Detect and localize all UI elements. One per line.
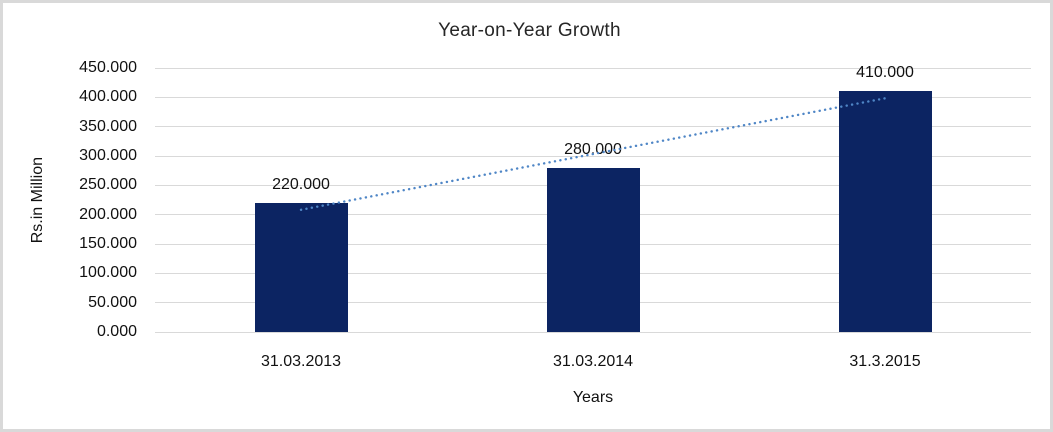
gridline	[155, 67, 1031, 69]
trendline	[299, 97, 887, 211]
y-tick-label: 100.000	[79, 264, 137, 282]
y-axis-title: Rs.in Million	[27, 68, 49, 332]
gridline	[155, 126, 1031, 128]
x-tick-label: 31.3.2015	[849, 353, 921, 370]
y-tick-label: 300.000	[79, 147, 137, 164]
data-label: 410.000	[856, 64, 914, 82]
plot-area: 220.000 280.000 410.000	[155, 64, 1031, 333]
y-tick-label: 350.000	[79, 117, 137, 135]
gridline	[155, 96, 1031, 98]
x-tick-label: 31.03.2014	[552, 353, 634, 370]
y-tick-label: 250.000	[79, 176, 137, 194]
y-tick-label: 50.000	[88, 293, 137, 311]
chart-title: Year-on-Year Growth	[438, 20, 621, 41]
data-label: 220.000	[272, 175, 330, 193]
bar-31.03.2014	[546, 167, 640, 332]
bar-31.03.2013	[254, 202, 348, 332]
y-tick-label: 200.000	[79, 205, 137, 223]
y-axis-title-text: Rs.in Million	[29, 156, 46, 244]
bar-31.3.2015	[838, 91, 932, 332]
y-tick-label: 0.000	[96, 323, 137, 340]
y-tick-label: 400.000	[79, 88, 137, 106]
x-axis-title: Years	[572, 389, 614, 406]
gridline	[155, 331, 1031, 333]
x-tick-label: 31.03.2013	[260, 353, 342, 370]
data-label: 280.000	[564, 140, 622, 158]
gridline	[155, 155, 1031, 157]
trendline-segment	[299, 97, 887, 211]
y-tick-label: 150.000	[79, 235, 137, 252]
y-tick-label: 450.000	[79, 59, 137, 76]
